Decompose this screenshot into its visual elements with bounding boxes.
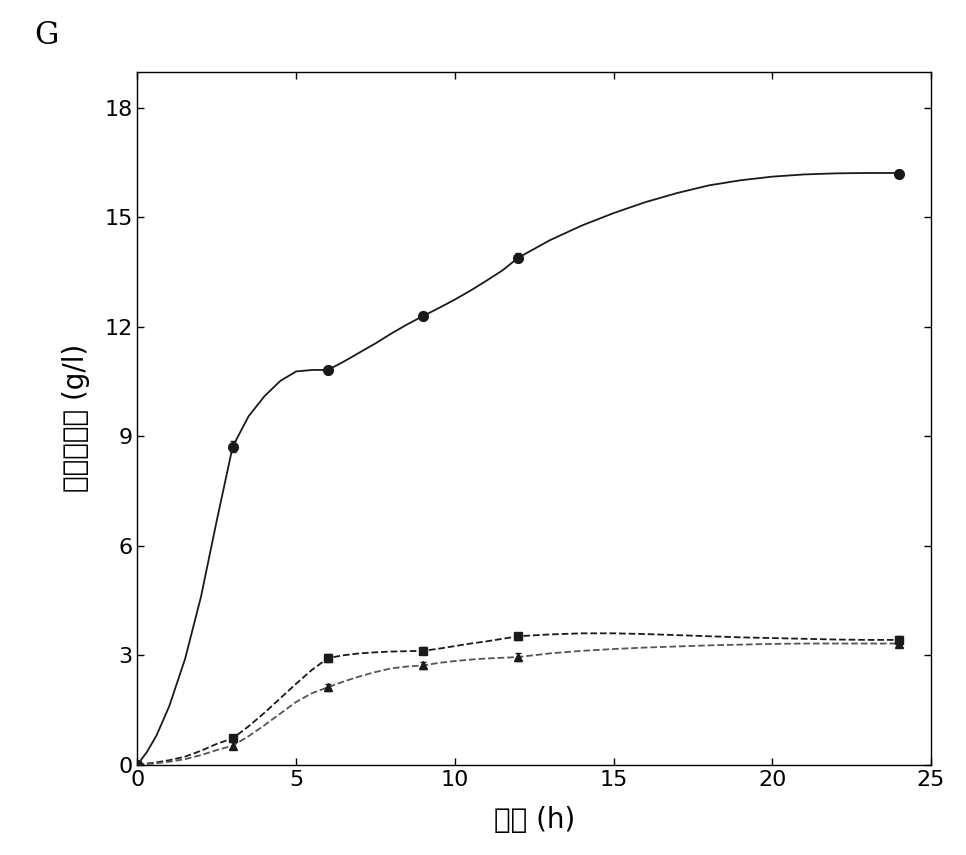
X-axis label: 时间 (h): 时间 (h) <box>494 806 575 834</box>
Y-axis label: 环糊精产量 (g/l): 环糊精产量 (g/l) <box>63 344 91 492</box>
Text: G: G <box>35 20 59 50</box>
